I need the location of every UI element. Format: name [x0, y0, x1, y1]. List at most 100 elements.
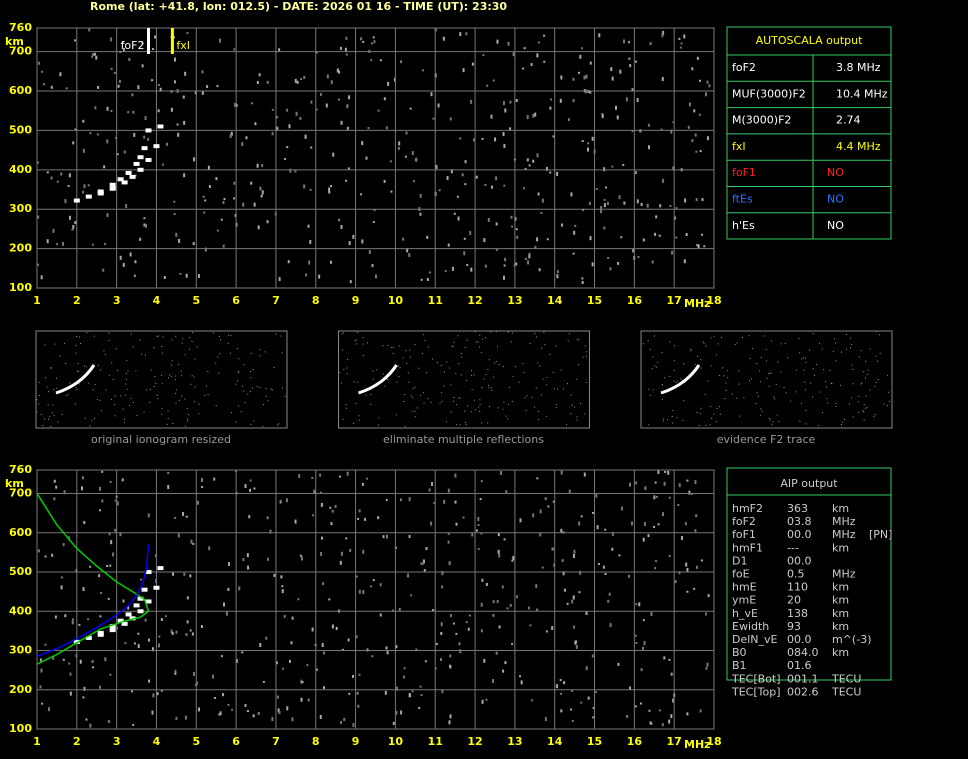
x-tick-label: 9 [352, 294, 360, 307]
noise-dot [340, 721, 343, 725]
noise-dot [515, 99, 518, 103]
row-name: foF2 [732, 61, 756, 74]
noise-dot [824, 381, 826, 383]
noise-dot [710, 405, 712, 407]
noise-dot [177, 533, 180, 538]
noise-dot [464, 160, 467, 164]
noise-dot [832, 351, 834, 353]
noise-dot [416, 407, 418, 409]
noise-dot [276, 126, 279, 131]
x-tick-label: 5 [192, 735, 200, 748]
noise-dot [183, 572, 186, 576]
noise-dot [407, 573, 410, 578]
row-name: foF1 [732, 166, 756, 179]
noise-dot [678, 37, 681, 40]
noise-dot [835, 360, 837, 362]
noise-dot [571, 690, 574, 693]
noise-dot [545, 630, 548, 633]
noise-dot [71, 620, 74, 625]
noise-dot [60, 585, 63, 590]
noise-dot [497, 533, 500, 537]
noise-dot [777, 361, 779, 363]
noise-dot [131, 93, 134, 97]
noise-dot [297, 598, 300, 601]
noise-dot [578, 71, 581, 74]
noise-dot [867, 369, 869, 371]
noise-dot [552, 135, 555, 138]
noise-dot [370, 403, 372, 405]
noise-dot [592, 716, 595, 719]
noise-dot [611, 531, 614, 536]
noise-dot [579, 54, 582, 59]
noise-dot [756, 362, 758, 364]
x-tick-label: 18 [706, 735, 721, 748]
noise-dot [362, 337, 364, 339]
noise-dot [505, 490, 508, 494]
noise-dot [82, 190, 85, 194]
noise-dot [227, 562, 230, 567]
noise-dot [75, 387, 77, 389]
noise-dot [139, 237, 142, 241]
noise-dot [831, 382, 833, 384]
noise-dot [294, 169, 297, 173]
noise-dot [101, 470, 104, 473]
noise-dot [53, 415, 55, 417]
noise-dot [280, 335, 282, 337]
noise-dot [403, 401, 405, 403]
noise-dot [126, 373, 128, 375]
noise-dot [441, 689, 444, 694]
noise-dot [190, 539, 193, 544]
noise-dot [207, 165, 210, 170]
noise-dot [421, 69, 424, 72]
noise-dot [407, 372, 409, 374]
noise-dot [495, 331, 497, 333]
noise-dot [887, 374, 889, 376]
noise-dot [812, 396, 814, 398]
noise-dot [425, 547, 428, 551]
noise-dot [227, 703, 230, 706]
noise-dot [228, 334, 230, 336]
noise-dot [572, 77, 575, 81]
echo-point [133, 161, 140, 166]
noise-dot [319, 491, 322, 494]
noise-dot [738, 370, 740, 372]
noise-dot [386, 650, 389, 655]
noise-dot [571, 599, 574, 604]
noise-dot [496, 600, 499, 604]
noise-dot [662, 178, 665, 183]
aip-cell: km [832, 620, 849, 633]
noise-dot [56, 180, 59, 183]
noise-dot [65, 87, 68, 90]
noise-dot [601, 114, 604, 119]
noise-dot [690, 348, 692, 350]
x-tick-label: 16 [627, 294, 643, 307]
noise-dot [57, 421, 59, 423]
noise-dot [69, 382, 71, 384]
noise-dot [573, 230, 576, 235]
noise-dot [41, 702, 44, 705]
noise-dot [576, 338, 578, 340]
noise-dot [543, 331, 545, 333]
noise-dot [238, 586, 241, 591]
noise-dot [573, 549, 576, 554]
noise-dot [343, 717, 346, 721]
noise-dot [374, 274, 377, 279]
noise-dot [100, 410, 102, 412]
y-tick-label: 100 [9, 281, 32, 294]
noise-dot [171, 631, 174, 635]
noise-dot [491, 679, 494, 684]
noise-dot [53, 389, 55, 391]
noise-dot [888, 400, 890, 402]
noise-dot [127, 605, 130, 610]
noise-dot [663, 418, 665, 420]
noise-dot [77, 371, 79, 373]
noise-dot [392, 352, 394, 354]
x-tick-label: 2 [73, 294, 81, 307]
noise-dot [184, 354, 186, 356]
noise-dot [362, 590, 365, 595]
noise-dot [474, 409, 476, 411]
noise-dot [303, 76, 306, 80]
noise-dot [700, 407, 702, 409]
noise-dot [259, 355, 261, 357]
noise-dot [256, 385, 258, 387]
